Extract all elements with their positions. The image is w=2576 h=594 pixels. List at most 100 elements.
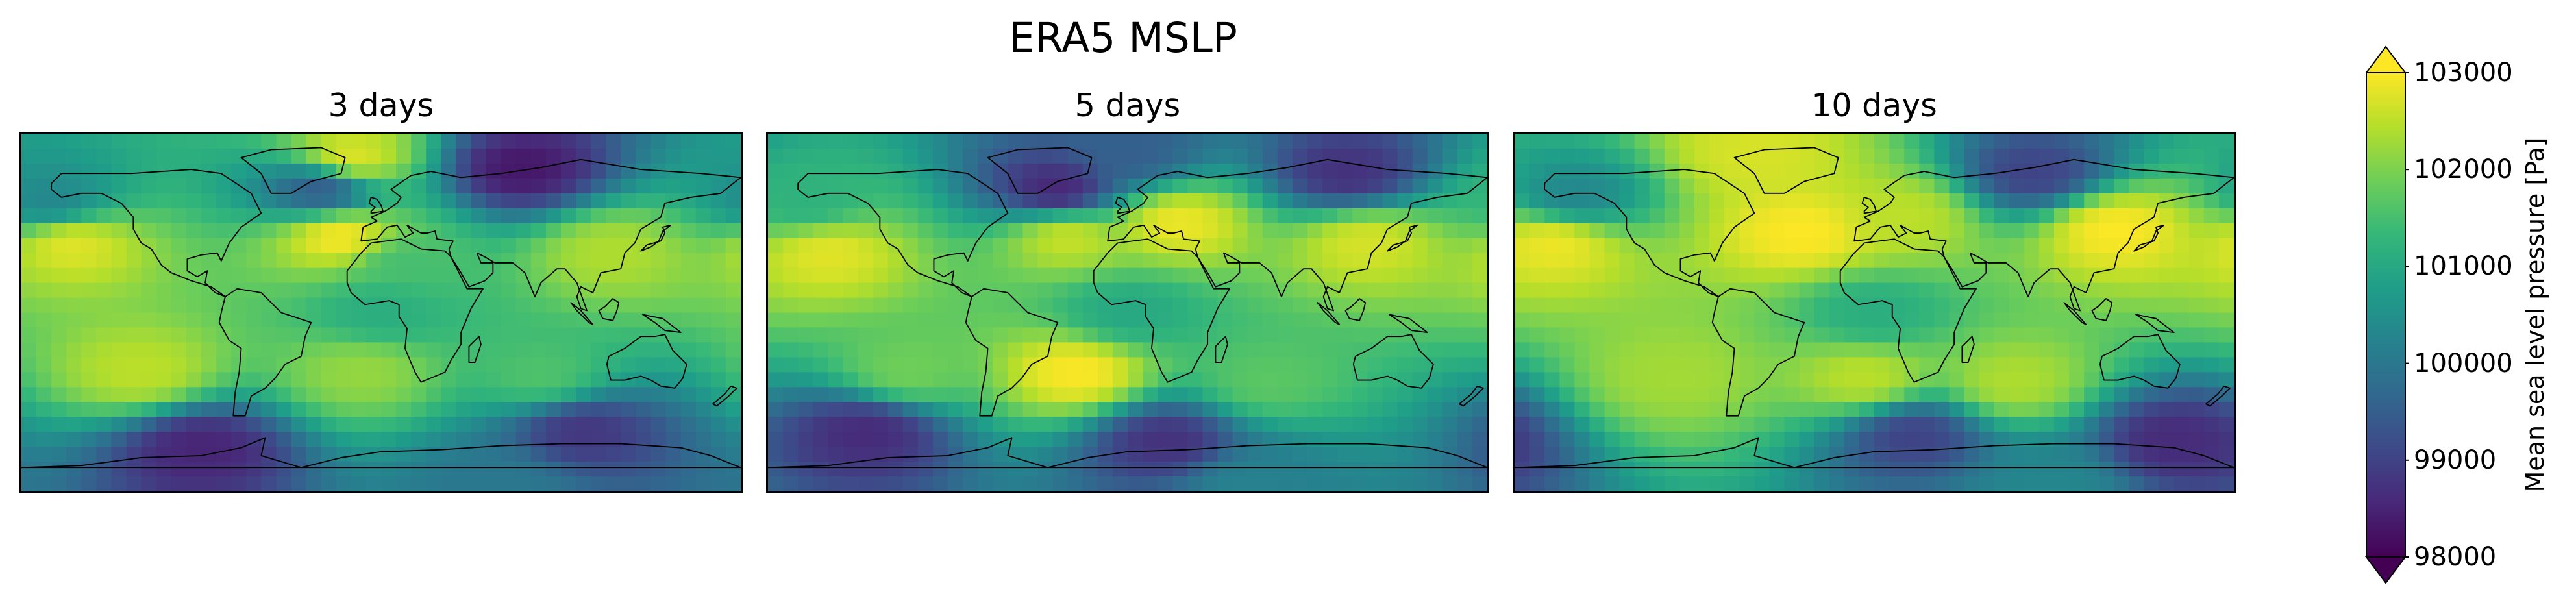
heatmap-cell [1814, 312, 1830, 328]
heatmap-cell [813, 432, 829, 448]
heatmap-cell [1904, 253, 1920, 269]
heatmap-cell [1457, 387, 1473, 403]
heatmap-cell [141, 282, 157, 299]
heatmap-cell [2099, 476, 2115, 491]
heatmap-cell [1217, 327, 1233, 343]
heatmap-cell [1172, 267, 1189, 284]
heatmap-cell [1530, 387, 1546, 403]
heatmap-cell [963, 372, 979, 388]
heatmap-cell [1367, 402, 1383, 418]
heatmap-cell [321, 312, 337, 328]
heatmap-cell [725, 193, 741, 209]
heatmap-cell [1559, 372, 1576, 388]
heatmap-cell [515, 447, 532, 463]
heatmap-cell [1082, 342, 1098, 358]
heatmap-cell [1934, 447, 1950, 463]
new-zealand-coastline [2205, 385, 2231, 407]
heatmap-cell [1397, 297, 1413, 314]
heatmap-cell [650, 432, 667, 448]
heatmap-cell [1442, 402, 1458, 418]
heatmap-cell [1754, 282, 1770, 299]
heatmap-cell [276, 342, 292, 358]
heatmap-cell [1187, 462, 1204, 477]
heatmap-cell [606, 402, 622, 418]
heatmap-cell [1634, 432, 1650, 448]
heatmap-cell [1964, 238, 1980, 254]
heatmap-cell [1604, 462, 1620, 477]
heatmap-cell [1143, 342, 1159, 358]
heatmap-cell [545, 297, 562, 314]
heatmap-cell [1472, 267, 1487, 284]
heatmap-cell [887, 223, 904, 239]
heatmap-cell [1172, 387, 1189, 403]
heatmap-cell [2024, 402, 2040, 418]
heatmap-cell [1022, 282, 1039, 299]
heatmap-cell [1919, 238, 1935, 254]
heatmap-cell [978, 163, 994, 179]
heatmap-cell [321, 432, 337, 448]
heatmap-cell [828, 178, 844, 194]
heatmap-cell [1919, 148, 1935, 164]
heatmap-cell [456, 372, 472, 388]
heatmap-cell [1679, 163, 1695, 179]
heatmap-cell [576, 342, 592, 358]
heatmap-cell [1934, 327, 1950, 343]
heatmap-cell [321, 402, 337, 418]
uk-coastline [1861, 197, 1877, 214]
heatmap-cell [2038, 462, 2055, 477]
heatmap-cell [636, 476, 652, 491]
heatmap-cell [1694, 327, 1711, 343]
heatmap-cell [1709, 432, 1726, 448]
heatmap-cell [1112, 342, 1128, 358]
heatmap-cell [321, 134, 337, 149]
heatmap-cell [1082, 148, 1098, 164]
heatmap-cell [710, 327, 726, 343]
heatmap-cell [902, 417, 919, 433]
heatmap-cell [1367, 208, 1383, 224]
heatmap-cell [2218, 432, 2234, 448]
heatmap-cell [201, 282, 217, 299]
heatmap-cell [2114, 134, 2130, 149]
heatmap-cell [216, 432, 232, 448]
heatmap-cell [1112, 193, 1128, 209]
heatmap-cell [1143, 327, 1159, 343]
heatmap-cell [591, 253, 607, 269]
heatmap-cell [1754, 297, 1770, 314]
heatmap-cell [1217, 387, 1233, 403]
heatmap-cell [276, 148, 292, 164]
heatmap-cell [1649, 372, 1665, 388]
heatmap-cell [1619, 148, 1635, 164]
heatmap-cell [1814, 372, 1830, 388]
heatmap-cell [768, 193, 784, 209]
heatmap-cell [1397, 402, 1413, 418]
colorbar-max-extend [2365, 45, 2407, 73]
heatmap-cell [1859, 402, 1875, 418]
heatmap-cell [1427, 282, 1443, 299]
heatmap-cell [1889, 282, 1905, 299]
heatmap-cell [2114, 267, 2130, 284]
heatmap-cell [813, 193, 829, 209]
heatmap-cell [306, 327, 322, 343]
heatmap-cell [843, 372, 859, 388]
heatmap-cell [81, 267, 97, 284]
heatmap-cell [201, 178, 217, 194]
heatmap-cell [576, 462, 592, 477]
heatmap-cell [1442, 238, 1458, 254]
heatmap-cell [1784, 327, 1800, 343]
heatmap-cell [2129, 297, 2145, 314]
heatmap-cell [381, 163, 397, 179]
heatmap-cell [1277, 134, 1293, 149]
heatmap-cell [1709, 372, 1726, 388]
heatmap-cell [81, 193, 97, 209]
heatmap-cell [1994, 282, 2010, 299]
heatmap-cell [1067, 417, 1084, 433]
heatmap-cell [156, 357, 172, 373]
heatmap-cell [2084, 357, 2100, 373]
heatmap-cell [1619, 327, 1635, 343]
heatmap-cell [36, 148, 53, 164]
heatmap-cell [2129, 238, 2145, 254]
heatmap-cell [1337, 462, 1354, 477]
heatmap-cell [1008, 462, 1024, 477]
heatmap-cell [1143, 208, 1159, 224]
heatmap-cell [1022, 476, 1039, 491]
